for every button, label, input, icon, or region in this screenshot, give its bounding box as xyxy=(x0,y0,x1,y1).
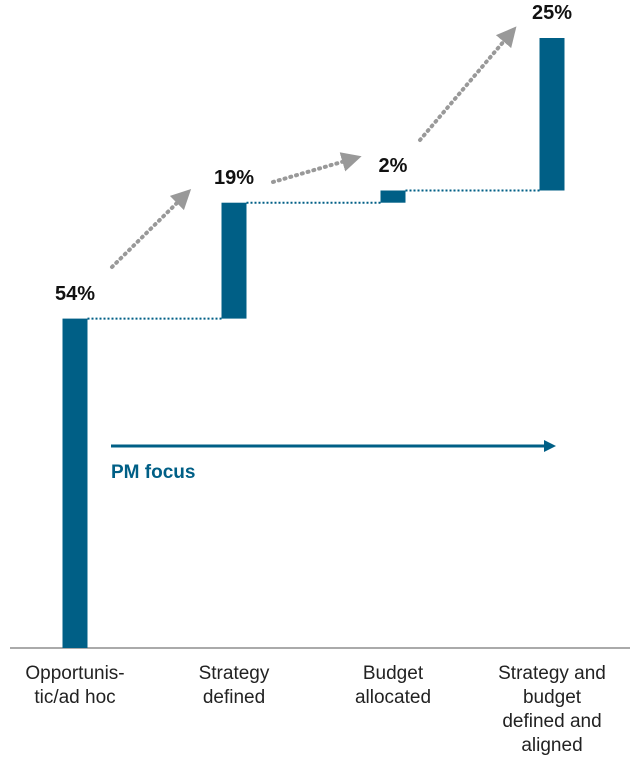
bar xyxy=(539,38,565,191)
value-label: 2% xyxy=(378,154,408,177)
x-tick-label: Strategy and budget defined and aligned xyxy=(498,663,606,756)
trend-arrows xyxy=(110,26,517,269)
value-label: 19% xyxy=(213,166,255,189)
value-label: 54% xyxy=(54,282,96,305)
value-label: 25% xyxy=(531,2,573,24)
bar xyxy=(62,318,88,648)
x-tick-label: Budget allocated xyxy=(354,663,432,708)
bar xyxy=(221,202,247,319)
annotation: PM focus xyxy=(111,462,196,483)
bar xyxy=(380,190,406,203)
x-tick-label: Strategy defined xyxy=(198,663,270,708)
x-tick-label: Opportunis- tic/ad hoc xyxy=(25,663,125,708)
